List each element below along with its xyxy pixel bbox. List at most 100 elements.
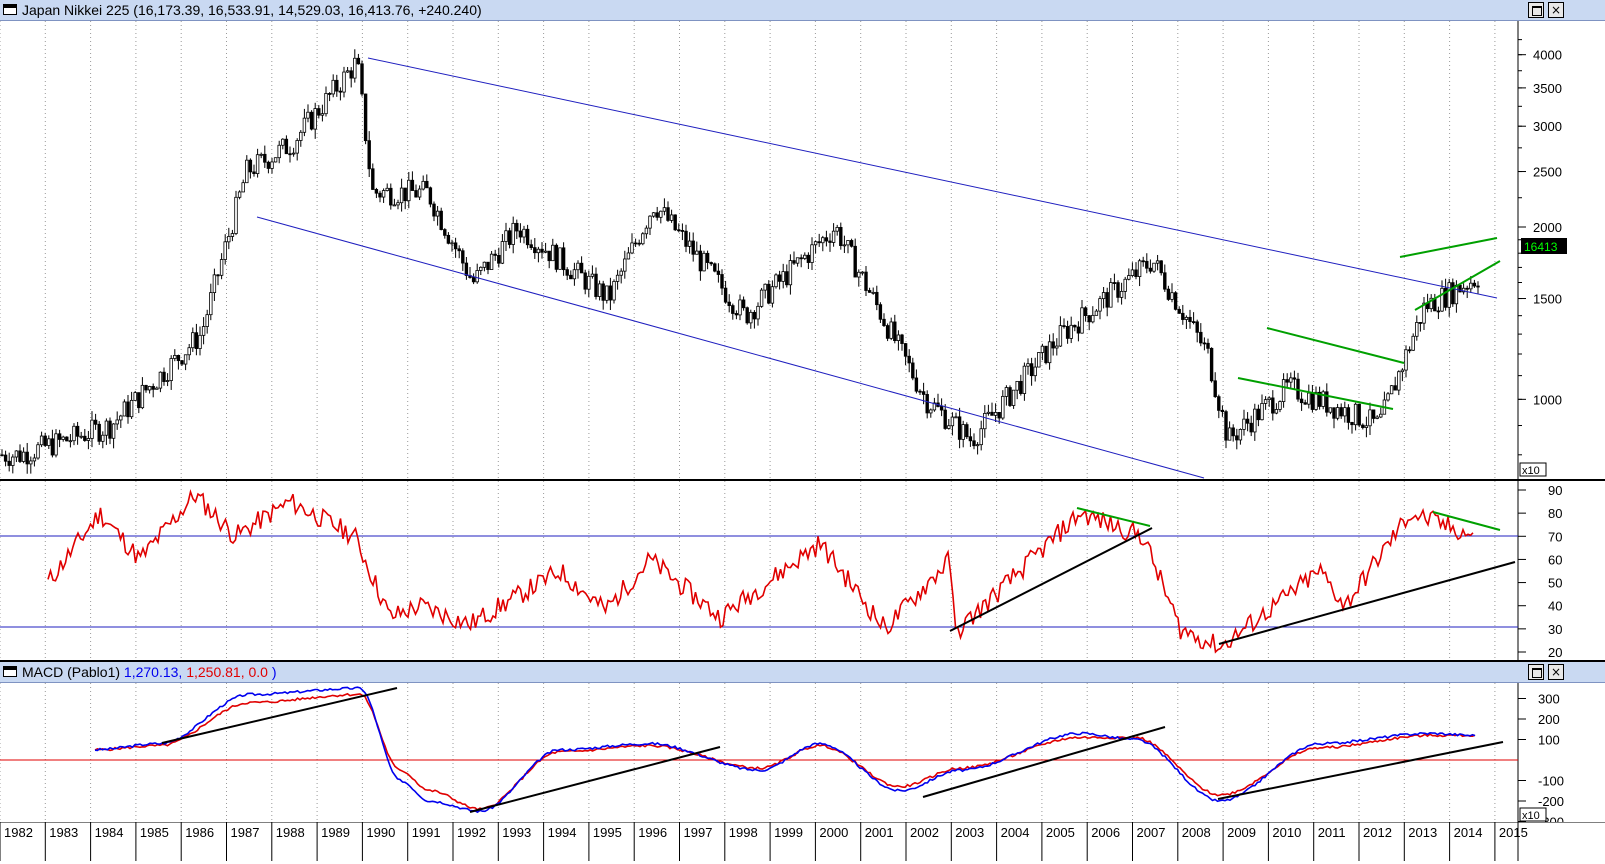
candle-body <box>792 260 796 264</box>
maximize-button[interactable] <box>1528 2 1544 18</box>
candle-body <box>486 261 490 270</box>
candle-body <box>1368 409 1372 427</box>
macd-multiplier: x10 <box>1522 810 1540 822</box>
candle-body <box>101 434 105 442</box>
candle-body <box>191 332 195 349</box>
candle-body <box>781 271 785 282</box>
candle-body <box>1004 387 1009 397</box>
rsi-tick-label: 90 <box>1548 483 1562 498</box>
macd-tick-label: -100 <box>1538 774 1564 789</box>
candle-body <box>1037 352 1041 368</box>
candle-body <box>1267 397 1271 401</box>
candle-body <box>18 450 22 462</box>
candle-body <box>878 304 883 320</box>
candle-body <box>367 140 371 170</box>
candle-body <box>1011 389 1016 406</box>
maximize-button[interactable] <box>1528 664 1544 680</box>
candle-body <box>471 277 476 283</box>
candle-body <box>799 257 803 260</box>
candle-body <box>407 179 411 202</box>
candle-body <box>745 307 749 324</box>
x-axis-year-label: 1993 <box>502 825 531 840</box>
candle-body <box>1253 408 1257 433</box>
candle-body <box>770 286 775 304</box>
candle-body <box>1130 269 1135 276</box>
candle-body <box>144 384 148 391</box>
candle-body <box>1091 314 1095 323</box>
macd-value: 1,270.13, <box>123 664 183 680</box>
candle-body <box>875 291 879 306</box>
rsi-tick-label: 20 <box>1548 645 1562 660</box>
candle-body <box>536 248 541 254</box>
candle-body <box>1022 365 1027 394</box>
candle-body <box>151 386 155 390</box>
candle-body <box>126 401 130 418</box>
candle-body <box>1105 292 1109 308</box>
candle-body <box>187 347 191 356</box>
x-axis-year-label: 2009 <box>1227 825 1256 840</box>
candle-body <box>684 230 688 247</box>
close-button[interactable]: × <box>1548 664 1564 680</box>
macd-chart: 300 200 100 -100 -200 -300 x10 <box>0 683 1564 823</box>
candle-body <box>1397 371 1401 391</box>
candle-body <box>889 321 893 339</box>
candle-body <box>97 423 101 442</box>
candle-body <box>972 440 976 447</box>
x-axis-year-label: 1987 <box>231 825 260 840</box>
candle-body <box>11 456 15 466</box>
candle-body <box>417 188 422 198</box>
price-bars <box>0 49 1480 474</box>
candle-body <box>29 460 33 465</box>
candle-body <box>864 271 868 291</box>
rsi-gridlines <box>0 481 1496 660</box>
candle-body <box>540 248 544 253</box>
candle-body <box>1040 345 1045 353</box>
candle-body <box>284 138 289 155</box>
macd-tick-label: -300 <box>1538 815 1564 823</box>
candle-body <box>831 230 836 243</box>
candle-body <box>1191 321 1196 323</box>
candle-body <box>165 380 170 382</box>
candle-body <box>576 262 580 271</box>
candle-body <box>1249 422 1253 433</box>
candle-body <box>83 435 87 441</box>
candle-body <box>111 423 116 439</box>
candle-body <box>1303 402 1307 405</box>
price-tick-label: 4000 <box>1533 48 1562 63</box>
candle-body <box>43 435 47 446</box>
candle-body <box>500 241 505 264</box>
candle-body <box>896 334 901 341</box>
candle-body <box>396 202 400 206</box>
candle-body <box>1224 411 1228 441</box>
x-axis-labels: 1982 1983 1984 1985 1986 1987 1988 1989 1990 1991… <box>0 821 1605 861</box>
candle-body <box>1328 407 1333 413</box>
candle-body <box>1080 307 1084 334</box>
candle-body <box>1134 269 1138 277</box>
candle-body <box>1213 380 1217 398</box>
candle-body <box>1051 341 1055 349</box>
rising-wedge-upper-line <box>1399 237 1498 258</box>
candle-body <box>1173 292 1178 310</box>
candle-body <box>623 258 627 272</box>
candle-body <box>716 270 721 275</box>
candle-body <box>1076 326 1081 334</box>
candle-body <box>450 242 454 245</box>
price-multiplier: x10 <box>1522 465 1540 477</box>
x-axis-year-label: 2007 <box>1137 825 1166 840</box>
candle-body <box>608 285 613 301</box>
x-axis-year-label: 1988 <box>276 825 305 840</box>
rsi-tick-label: 60 <box>1548 552 1562 567</box>
x-axis-year-label: 1996 <box>638 825 667 840</box>
candle-body <box>1015 380 1019 391</box>
close-button[interactable]: × <box>1548 2 1564 18</box>
last-price-label: 16413 <box>1524 240 1558 254</box>
candle-body <box>205 314 209 327</box>
candle-body <box>533 247 537 254</box>
x-axis-year-label: 1985 <box>140 825 169 840</box>
candle-body <box>399 187 404 204</box>
price-pane-titlebar: Japan Nikkei 225 (16,173.39, 16,533.91, … <box>0 0 1605 21</box>
candle-body <box>1451 282 1455 305</box>
candle-body <box>1155 260 1160 264</box>
candle-body <box>551 244 555 262</box>
candle-body <box>1476 285 1480 288</box>
